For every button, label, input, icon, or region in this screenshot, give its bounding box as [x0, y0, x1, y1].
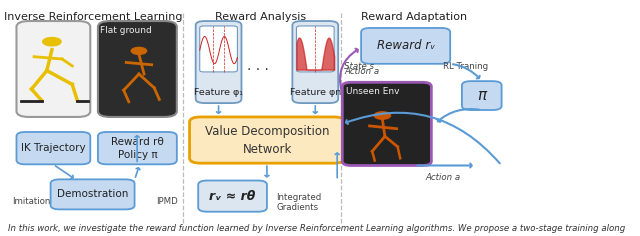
Text: Reward rᵥ: Reward rᵥ — [376, 39, 435, 52]
Text: Imitation: Imitation — [12, 197, 51, 206]
Text: Feature φ₁: Feature φ₁ — [194, 88, 243, 97]
Text: In this work, we investigate the reward function learned by Inverse Reinforcemen: In this work, we investigate the reward … — [8, 224, 625, 233]
FancyBboxPatch shape — [51, 179, 134, 209]
FancyBboxPatch shape — [98, 132, 177, 164]
Text: Reward rθ
Policy π: Reward rθ Policy π — [111, 137, 164, 160]
FancyBboxPatch shape — [342, 82, 431, 165]
Text: Unseen Env: Unseen Env — [346, 87, 399, 96]
FancyBboxPatch shape — [296, 26, 334, 72]
Text: Action a: Action a — [344, 67, 380, 76]
Text: Value Decomposition
Network: Value Decomposition Network — [205, 125, 330, 156]
Text: Reward Adaptation: Reward Adaptation — [362, 12, 468, 22]
Text: Flat ground: Flat ground — [100, 26, 152, 35]
FancyBboxPatch shape — [462, 81, 502, 110]
FancyBboxPatch shape — [200, 26, 237, 72]
Text: Inverse Reinforcement Learning: Inverse Reinforcement Learning — [4, 12, 182, 22]
Circle shape — [43, 38, 61, 46]
FancyBboxPatch shape — [17, 21, 90, 117]
FancyBboxPatch shape — [292, 21, 338, 103]
Text: State s: State s — [344, 62, 374, 71]
Text: Integrated
Gradients: Integrated Gradients — [276, 193, 321, 212]
FancyBboxPatch shape — [196, 21, 241, 103]
Text: π: π — [477, 88, 486, 103]
Text: Demostration: Demostration — [57, 189, 128, 199]
Text: rᵥ ≈ rθ: rᵥ ≈ rθ — [209, 190, 256, 203]
Text: RL Traning: RL Traning — [442, 62, 488, 71]
Circle shape — [131, 47, 147, 54]
FancyBboxPatch shape — [17, 132, 90, 164]
Text: Action a: Action a — [426, 173, 461, 181]
Text: Reward Analysis: Reward Analysis — [215, 12, 307, 22]
FancyBboxPatch shape — [189, 117, 345, 163]
FancyBboxPatch shape — [98, 21, 177, 117]
Text: IK Trajectory: IK Trajectory — [21, 143, 86, 153]
Circle shape — [374, 112, 390, 119]
Text: IPMD: IPMD — [156, 197, 178, 206]
Text: . . .: . . . — [247, 59, 269, 73]
FancyBboxPatch shape — [361, 28, 450, 64]
Text: Feature φn: Feature φn — [290, 88, 341, 97]
FancyBboxPatch shape — [198, 181, 267, 212]
